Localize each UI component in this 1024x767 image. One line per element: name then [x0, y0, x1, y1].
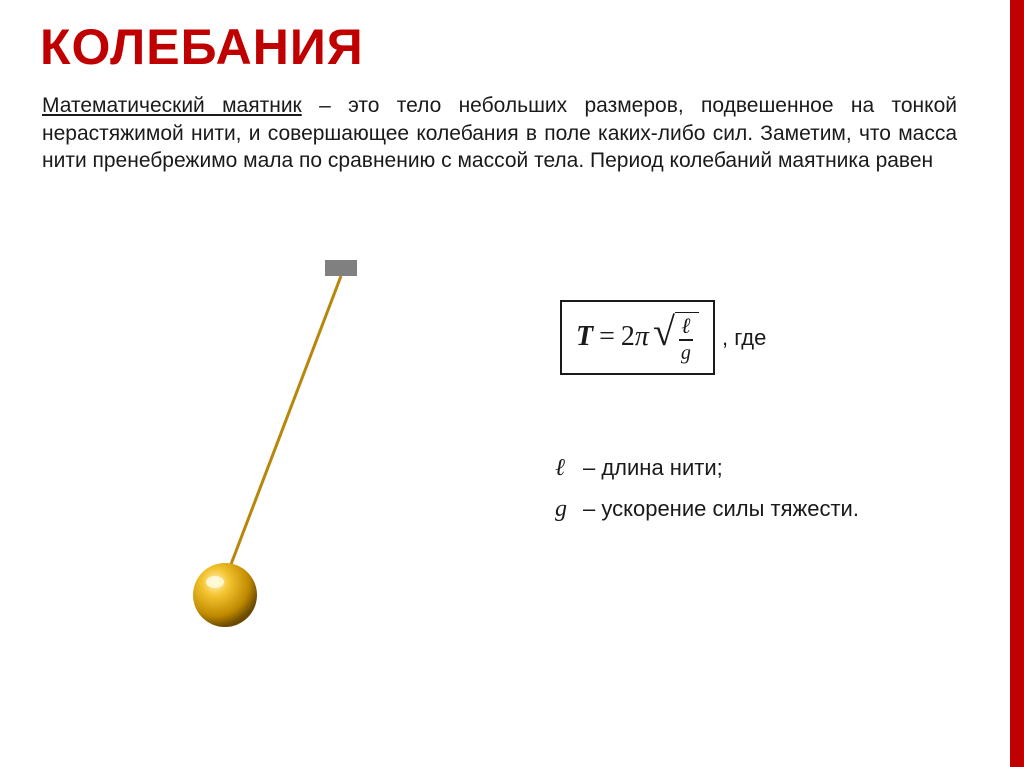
- formula-sqrt: √ ℓ g: [653, 312, 699, 363]
- formula-coef: 2: [621, 321, 635, 353]
- after-formula-text: , где: [722, 325, 766, 351]
- formula-box: T = 2π √ ℓ g: [560, 300, 715, 375]
- legend-sym-l: ℓ: [555, 455, 583, 482]
- legend-text-l: – длина нити;: [583, 455, 723, 481]
- body-paragraph: Математический маятник – это тело неболь…: [42, 92, 957, 175]
- pendulum-string: [225, 276, 341, 580]
- accent-sidebar: [1010, 0, 1024, 767]
- formula-pi: π: [635, 321, 649, 353]
- legend-text-g: – ускорение силы тяжести.: [583, 496, 859, 522]
- legend: ℓ – длина нити; g – ускорение силы тяжес…: [555, 455, 859, 537]
- frac-den: g: [679, 341, 693, 363]
- pendulum-bob: [193, 563, 257, 627]
- formula-eq: =: [599, 321, 615, 353]
- defined-term: Математический маятник: [42, 94, 302, 117]
- slide-title: КОЛЕБАНИЯ: [40, 18, 364, 76]
- pendulum-diagram: [155, 250, 415, 630]
- frac-num: ℓ: [679, 315, 692, 339]
- legend-sym-g: g: [555, 496, 583, 523]
- sqrt-body: ℓ g: [675, 312, 699, 363]
- legend-row: ℓ – длина нити;: [555, 455, 859, 482]
- formula-lhs: T: [576, 321, 593, 353]
- legend-row: g – ускорение силы тяжести.: [555, 496, 859, 523]
- sqrt-sign: √: [653, 314, 675, 365]
- period-formula: T = 2π √ ℓ g: [576, 312, 699, 363]
- bob-highlight: [206, 576, 224, 588]
- formula-fraction: ℓ g: [679, 315, 693, 363]
- pendulum-pivot: [325, 260, 357, 276]
